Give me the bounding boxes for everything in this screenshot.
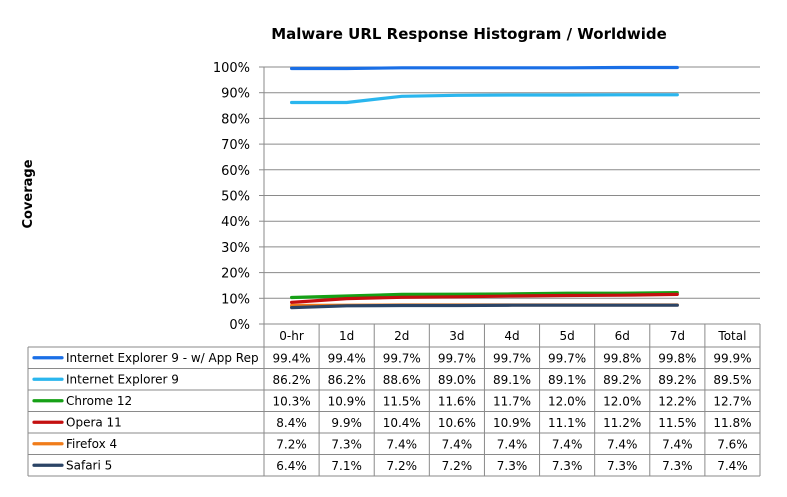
data-cell: 11.8% [713,416,751,430]
y-tick-label: 10% [221,292,250,307]
data-cell: 7.3% [552,459,583,473]
y-tick-label: 0% [229,318,250,333]
data-cell: 89.2% [603,373,641,387]
data-cell: 7.3% [497,459,528,473]
data-cell: 7.2% [276,437,307,451]
data-cell: 10.3% [272,394,310,408]
data-cell: 7.2% [387,459,418,473]
data-cell: 99.7% [383,351,421,365]
data-cell: 11.2% [603,416,641,430]
series-line-1 [290,93,679,105]
data-cell: 89.1% [548,373,586,387]
legend-entry: Internet Explorer 9 [66,372,179,386]
data-cell: 7.3% [331,437,362,451]
data-cell: 88.6% [383,373,421,387]
category-label: 3d [449,329,464,343]
y-tick-label: 70% [221,138,250,153]
data-cell: 12.0% [548,394,586,408]
y-tick-label: 30% [221,241,250,256]
category-label: 7d [670,329,685,343]
data-cell: 8.4% [276,416,307,430]
series-line-0 [290,65,679,71]
y-tick-label: 40% [221,215,250,230]
data-cell: 11.5% [658,416,696,430]
legend-entry: Safari 5 [66,458,112,472]
data-cell: 99.8% [658,351,696,365]
data-cell: 11.1% [548,416,586,430]
data-cell: 7.4% [662,437,693,451]
y-tick-label: 100% [213,61,250,76]
data-cell: 89.0% [438,373,476,387]
data-cell: 7.4% [497,437,528,451]
data-cell: 10.6% [438,416,476,430]
series-line-2 [290,291,679,300]
data-cell: 7.3% [662,459,693,473]
data-cell: 86.2% [328,373,366,387]
data-cell: 99.4% [272,351,310,365]
data-cell: 7.4% [387,437,418,451]
legend-entry: Chrome 12 [66,394,132,408]
category-label: 0-hr [279,329,304,343]
data-cell: 7.4% [607,437,638,451]
data-cell: 99.7% [493,351,531,365]
data-cell: 6.4% [276,459,307,473]
data-cell: 12.2% [658,394,696,408]
data-cell: 11.5% [383,394,421,408]
data-cell: 7.4% [442,437,473,451]
data-cell: 9.9% [331,416,362,430]
y-axis-label: Coverage [21,159,36,228]
data-cell: 7.1% [331,459,362,473]
data-cell: 7.4% [552,437,583,451]
y-tick-label: 80% [221,112,250,127]
y-tick-label: 20% [221,267,250,282]
legend-entry: Opera 11 [66,415,122,429]
data-cell: 7.4% [717,459,748,473]
y-tick-label: 50% [221,190,250,205]
data-cell: 10.9% [493,416,531,430]
y-tick-label: 90% [221,87,250,102]
category-label: 1d [339,329,354,343]
data-cell: 99.9% [713,351,751,365]
data-cell: 7.2% [442,459,473,473]
data-cell: 99.4% [328,351,366,365]
legend-entry: Firefox 4 [66,437,117,451]
data-cell: 99.7% [438,351,476,365]
data-cell: 12.0% [603,394,641,408]
data-cell: 99.7% [548,351,586,365]
data-cell: 89.1% [493,373,531,387]
data-cell: 10.4% [383,416,421,430]
data-cell: 89.2% [658,373,696,387]
category-label: 4d [504,329,519,343]
data-cell: 7.3% [607,459,638,473]
data-cell: 86.2% [272,373,310,387]
data-cell: 10.9% [328,394,366,408]
data-cell: 7.6% [717,437,748,451]
category-label: 5d [559,329,574,343]
legend-entry: Internet Explorer 9 - w/ App Rep [66,351,259,365]
series-line-5 [290,303,679,310]
y-tick-label: 60% [221,164,250,179]
chart-title: Malware URL Response Histogram / Worldwi… [271,25,667,43]
category-label: 2d [394,329,409,343]
data-cell: 11.6% [438,394,476,408]
category-label: Total [717,329,746,343]
data-cell: 89.5% [713,373,751,387]
data-cell: 99.8% [603,351,641,365]
category-label: 6d [615,329,630,343]
series-line-3 [290,292,679,304]
data-cell: 11.7% [493,394,531,408]
data-cell: 12.7% [713,394,751,408]
